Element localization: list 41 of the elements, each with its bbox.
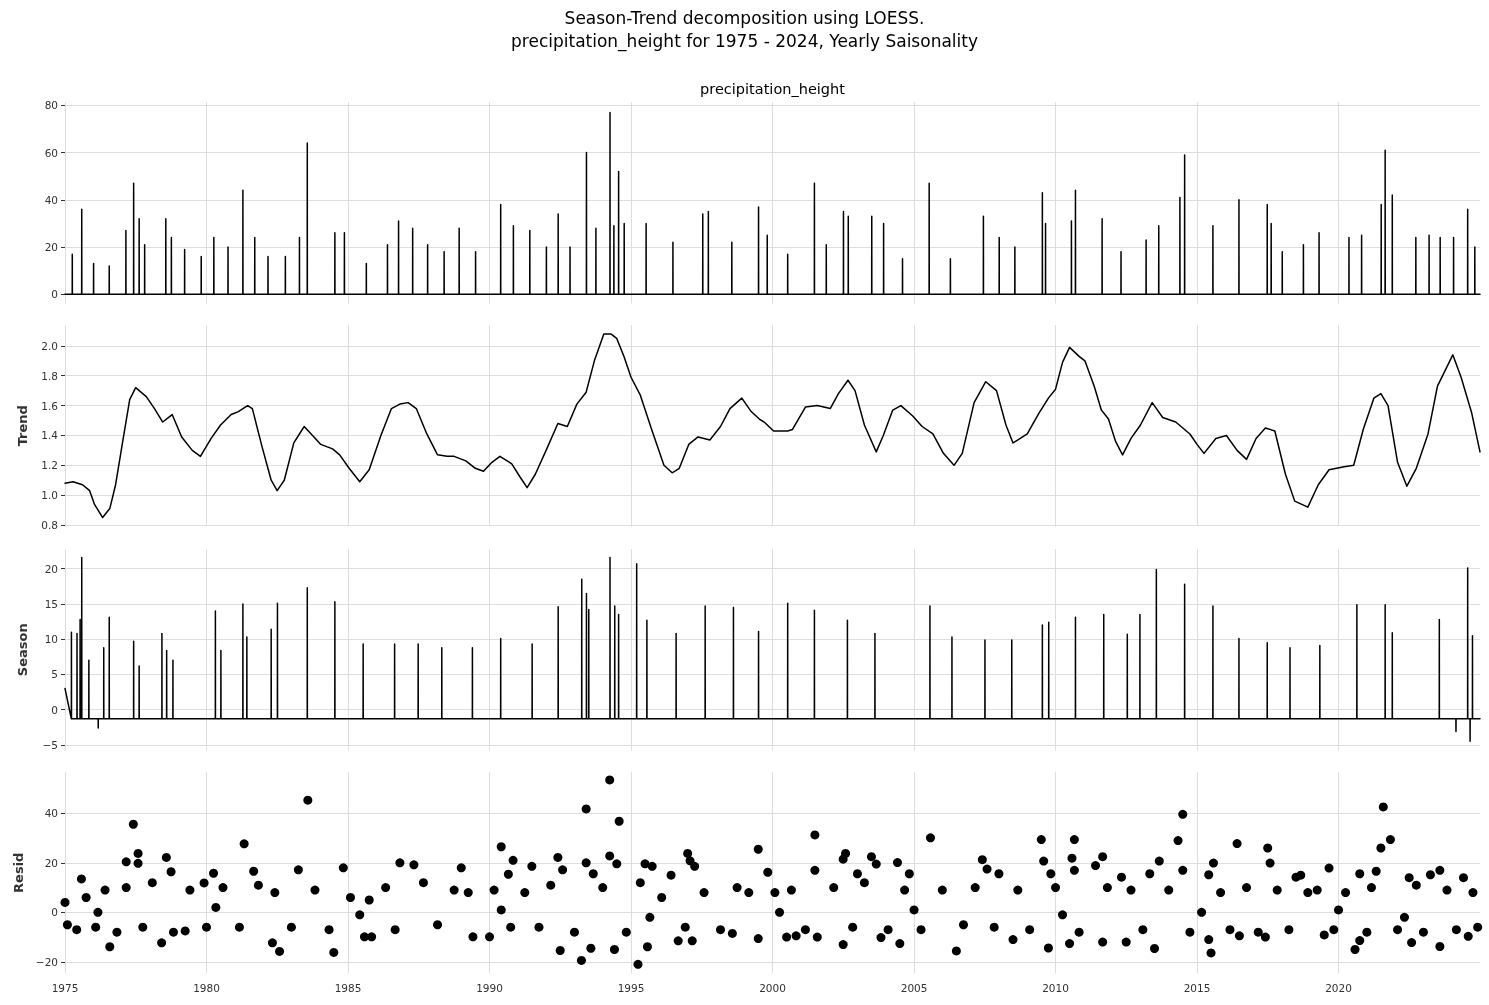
y-axis-title: Resid bbox=[10, 852, 26, 894]
y-tick-label: 2.0 bbox=[41, 340, 58, 353]
y-tick-label: 15 bbox=[44, 597, 58, 610]
y-tick-label: 1.6 bbox=[41, 399, 59, 412]
line-series bbox=[64, 333, 1481, 519]
line-series bbox=[64, 111, 1481, 296]
y-tick-label: 0 bbox=[51, 288, 58, 301]
y-tick-label: 20 bbox=[44, 857, 58, 870]
y-tick-label: 20 bbox=[44, 241, 58, 254]
y-tick-label: 80 bbox=[44, 99, 58, 112]
y-tick-label: 1.8 bbox=[41, 370, 58, 383]
chart-subtitle: precipitation_height for 1975 - 2024, Yearly Saisonality bbox=[511, 31, 978, 52]
x-tick-label: 1980 bbox=[193, 982, 220, 995]
y-axis-title: Trend bbox=[15, 405, 30, 447]
y-tick-label: 0 bbox=[51, 703, 58, 716]
y-tick-label: −5 bbox=[42, 738, 58, 751]
x-tick-label: 2015 bbox=[1183, 982, 1211, 995]
y-tick-label: 5 bbox=[51, 668, 58, 681]
y-tick-label: 40 bbox=[44, 807, 58, 820]
y-tick-label: 10 bbox=[44, 632, 58, 645]
y-tick-label: 0.8 bbox=[41, 519, 58, 532]
line-series bbox=[64, 556, 1481, 742]
y-tick-label: 1.4 bbox=[41, 429, 59, 442]
x-tick-label: 2005 bbox=[900, 982, 928, 995]
x-tick-label: 2020 bbox=[1325, 982, 1352, 995]
y-tick-label: 40 bbox=[44, 193, 58, 206]
x-tick-label: 1975 bbox=[51, 982, 79, 995]
text: precipitation_height bbox=[700, 81, 846, 97]
y-tick-label: 0 bbox=[51, 906, 58, 919]
y-tick-label: 60 bbox=[44, 146, 58, 159]
x-tick-label: 1985 bbox=[334, 982, 362, 995]
x-tick-label: 2000 bbox=[759, 982, 786, 995]
x-tick-label: 1995 bbox=[617, 982, 645, 995]
y-tick-label: 1.0 bbox=[41, 489, 58, 502]
chart-title: Season-Trend decomposition using LOESS. bbox=[564, 8, 925, 28]
x-tick-label: 1990 bbox=[476, 982, 503, 995]
y-axis-title: Season bbox=[15, 623, 30, 676]
y-tick-label: −20 bbox=[35, 956, 58, 969]
y-tick-label: 1.2 bbox=[41, 459, 58, 472]
x-tick-label: 2010 bbox=[1042, 982, 1069, 995]
y-tick-label: 20 bbox=[44, 562, 58, 575]
